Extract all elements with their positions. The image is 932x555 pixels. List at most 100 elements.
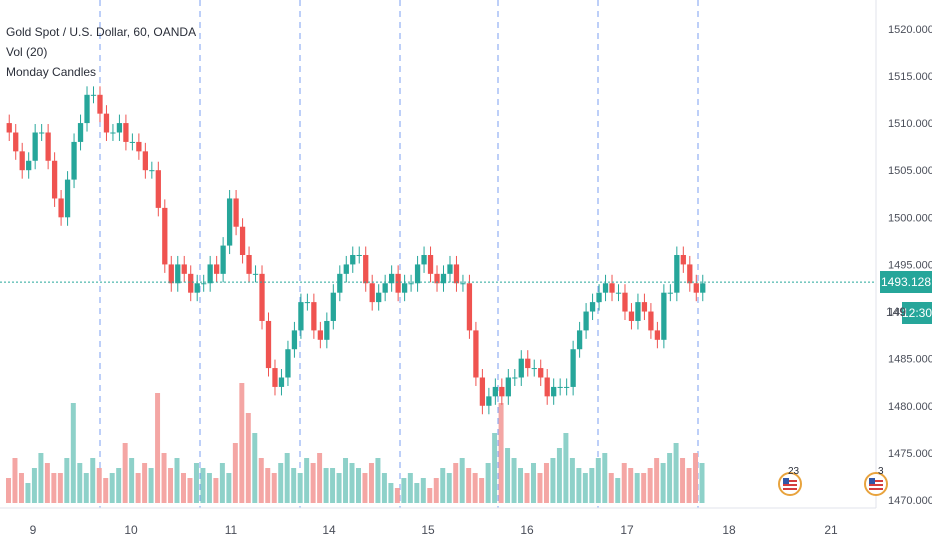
candle-body [149,170,155,172]
candle-body [324,320,330,340]
volume-bar [505,448,511,503]
volume-bar [187,478,193,503]
candle-body [129,141,136,143]
volume-bar [96,468,102,503]
candle-body [162,207,168,265]
last-price-badge: 1493.128 [880,271,932,294]
candle-body [97,94,103,114]
volume-bar [116,468,122,503]
volume-bar [485,463,491,503]
volume-bar [407,473,413,503]
volume-bar [602,453,608,503]
y-tick-label: 1510.000 [888,118,932,130]
candle-body [201,283,207,285]
bar-countdown-badge: 12:30 [902,302,932,325]
candle-body [175,264,181,284]
volume-bar [18,473,24,503]
volume-bar [414,483,420,503]
candle-body [233,198,239,227]
candle-body [369,283,375,303]
candle-body [330,292,336,321]
candle-body [285,349,291,378]
x-tick-label: 10 [124,523,138,537]
candle-body [622,292,628,312]
event-count-label: 3 [878,466,884,477]
candle-body [492,386,498,397]
candle-body [512,377,518,379]
volume-bar [252,433,258,503]
volume-bar [394,488,400,503]
volume-bar [297,473,303,503]
y-axis-ticks: 1520.000 1515.000 1510.000 1505.000 1500.000… [888,24,932,507]
candle-body [693,283,699,293]
candle-body [337,273,343,293]
candle-body [343,264,349,274]
volume-bar [699,463,705,503]
candle-body [13,132,19,152]
candle-body [589,302,596,312]
x-tick-label: 18 [722,523,736,537]
day-separator-lines [99,0,699,508]
candle-body [700,283,706,293]
volume-bar [388,483,394,503]
candle-body [447,264,453,274]
y-tick-label: 1515.000 [888,71,932,83]
candle-body [583,311,589,331]
axes [0,0,877,509]
legend-volume-indicator[interactable]: Vol (20) [6,45,48,59]
candle-body [389,273,395,284]
volume-bar [479,478,485,503]
candle-body [123,123,129,142]
volume-bar [77,463,83,503]
candle-body [427,255,434,274]
volume-bar [498,403,504,503]
volume-bar [621,463,627,503]
candle-body [363,255,369,284]
x-tick-label: 9 [30,523,37,537]
volume-bar [556,448,562,503]
y-tick-label: 1475.000 [888,448,932,460]
candle-body [84,94,90,124]
candle-body [207,264,213,284]
volume-bar [543,463,549,503]
volume-bar [356,468,361,503]
candle-body [518,358,524,378]
volume-bar [459,458,465,503]
candle-body [395,273,401,293]
candle-body [635,302,641,321]
volume-bar [51,473,57,503]
candle-body [453,264,460,284]
volume-bar [628,468,634,503]
volume-bar [219,463,225,503]
volume-bar [265,468,271,503]
volume-bar [323,468,329,503]
volume-bar [660,463,666,503]
price-axis-partial-label: 149 [886,305,907,320]
volume-bar [232,443,238,503]
legend-monday-candles-indicator[interactable]: Monday Candles [6,65,97,79]
volume-bar [466,468,472,503]
volume-bar [271,473,277,503]
volume-bar [330,468,336,503]
volume-bar [44,463,50,503]
volume-bar [64,458,70,503]
volume-bar [381,473,387,503]
candle-body [136,141,142,152]
legend-symbol[interactable]: Gold Spot / U.S. Dollar, 60, OANDA [6,25,197,39]
volume-bar [368,463,374,503]
us-flag-icon[interactable] [778,472,802,496]
volume-bar [70,403,76,503]
volume-bar [615,478,621,503]
candle-body [19,151,25,171]
candle-body [434,273,440,284]
volume-bar [317,453,323,503]
us-flag-icon[interactable] [864,472,888,496]
candle-body [155,170,161,208]
volume-bar [304,458,310,503]
volume-bar [310,463,316,503]
candle-body [90,94,97,96]
candle-body [265,320,272,369]
volume-bar [181,473,186,503]
candle-body [272,368,278,387]
